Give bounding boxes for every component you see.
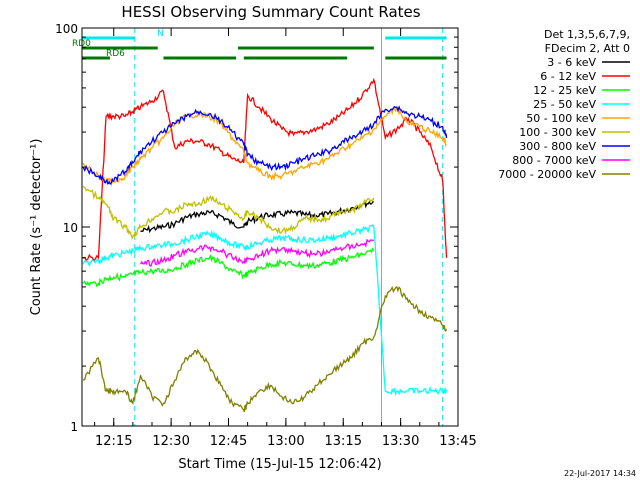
x-axis: 12:15 12:30 12:45 13:00 13:15 13:30 13:45 — [94, 28, 477, 449]
y-tick-label: 100 — [55, 22, 78, 36]
series-line — [139, 238, 375, 267]
y-tick-label: 1 — [70, 420, 78, 434]
legend-label: 25 - 50 keV — [533, 98, 596, 111]
legend: Det 1,3,5,6,7,9, FDecim 2, Att 0 3 - 6 k… — [498, 28, 630, 181]
x-axis-label: Start Time (15-Jul-15 12:06:42) — [178, 457, 381, 472]
x-tick-label: 12:45 — [210, 434, 247, 449]
time-markers — [81, 28, 444, 426]
x-tick-label: 13:30 — [382, 434, 419, 449]
flag-label: N — [157, 29, 164, 39]
legend-label: 3 - 6 keV — [547, 56, 596, 69]
x-tick-label: 12:15 — [95, 434, 132, 449]
legend-label: 6 - 12 keV — [540, 70, 596, 83]
series-line — [82, 105, 447, 187]
series-line — [82, 185, 375, 241]
series-layer — [82, 77, 448, 413]
x-tick-label: 13:45 — [439, 434, 476, 449]
flag-label: RD6 — [106, 49, 125, 59]
series-line — [82, 285, 448, 413]
y-axis: 1 10 100 — [55, 22, 458, 434]
x-tick-label: 12:30 — [152, 434, 189, 449]
series-line — [82, 105, 448, 185]
footer-date: 22-Jul-2017 14:34 — [564, 469, 636, 478]
x-tick-label: 13:00 — [267, 434, 304, 449]
legend-label: 50 - 100 keV — [526, 112, 596, 125]
y-tick-label: 10 — [63, 221, 78, 235]
legend-header-2: FDecim 2, Att 0 — [545, 42, 630, 55]
legend-label: 800 - 7000 keV — [512, 154, 596, 167]
series-line — [82, 224, 448, 397]
legend-label: 300 - 800 keV — [519, 140, 596, 153]
series-line — [82, 247, 375, 288]
legend-label: 100 - 300 keV — [519, 126, 596, 139]
chart-title: HESSI Observing Summary Count Rates — [121, 3, 420, 21]
x-tick-label: 13:15 — [325, 434, 362, 449]
legend-header-1: Det 1,3,5,6,7,9, — [544, 28, 630, 41]
series-line — [82, 77, 448, 263]
y-axis-label: Count Rate (s⁻¹ detector⁻¹) — [29, 139, 44, 316]
legend-label: 12 - 25 keV — [533, 84, 596, 97]
legend-label: 7000 - 20000 keV — [498, 168, 596, 181]
